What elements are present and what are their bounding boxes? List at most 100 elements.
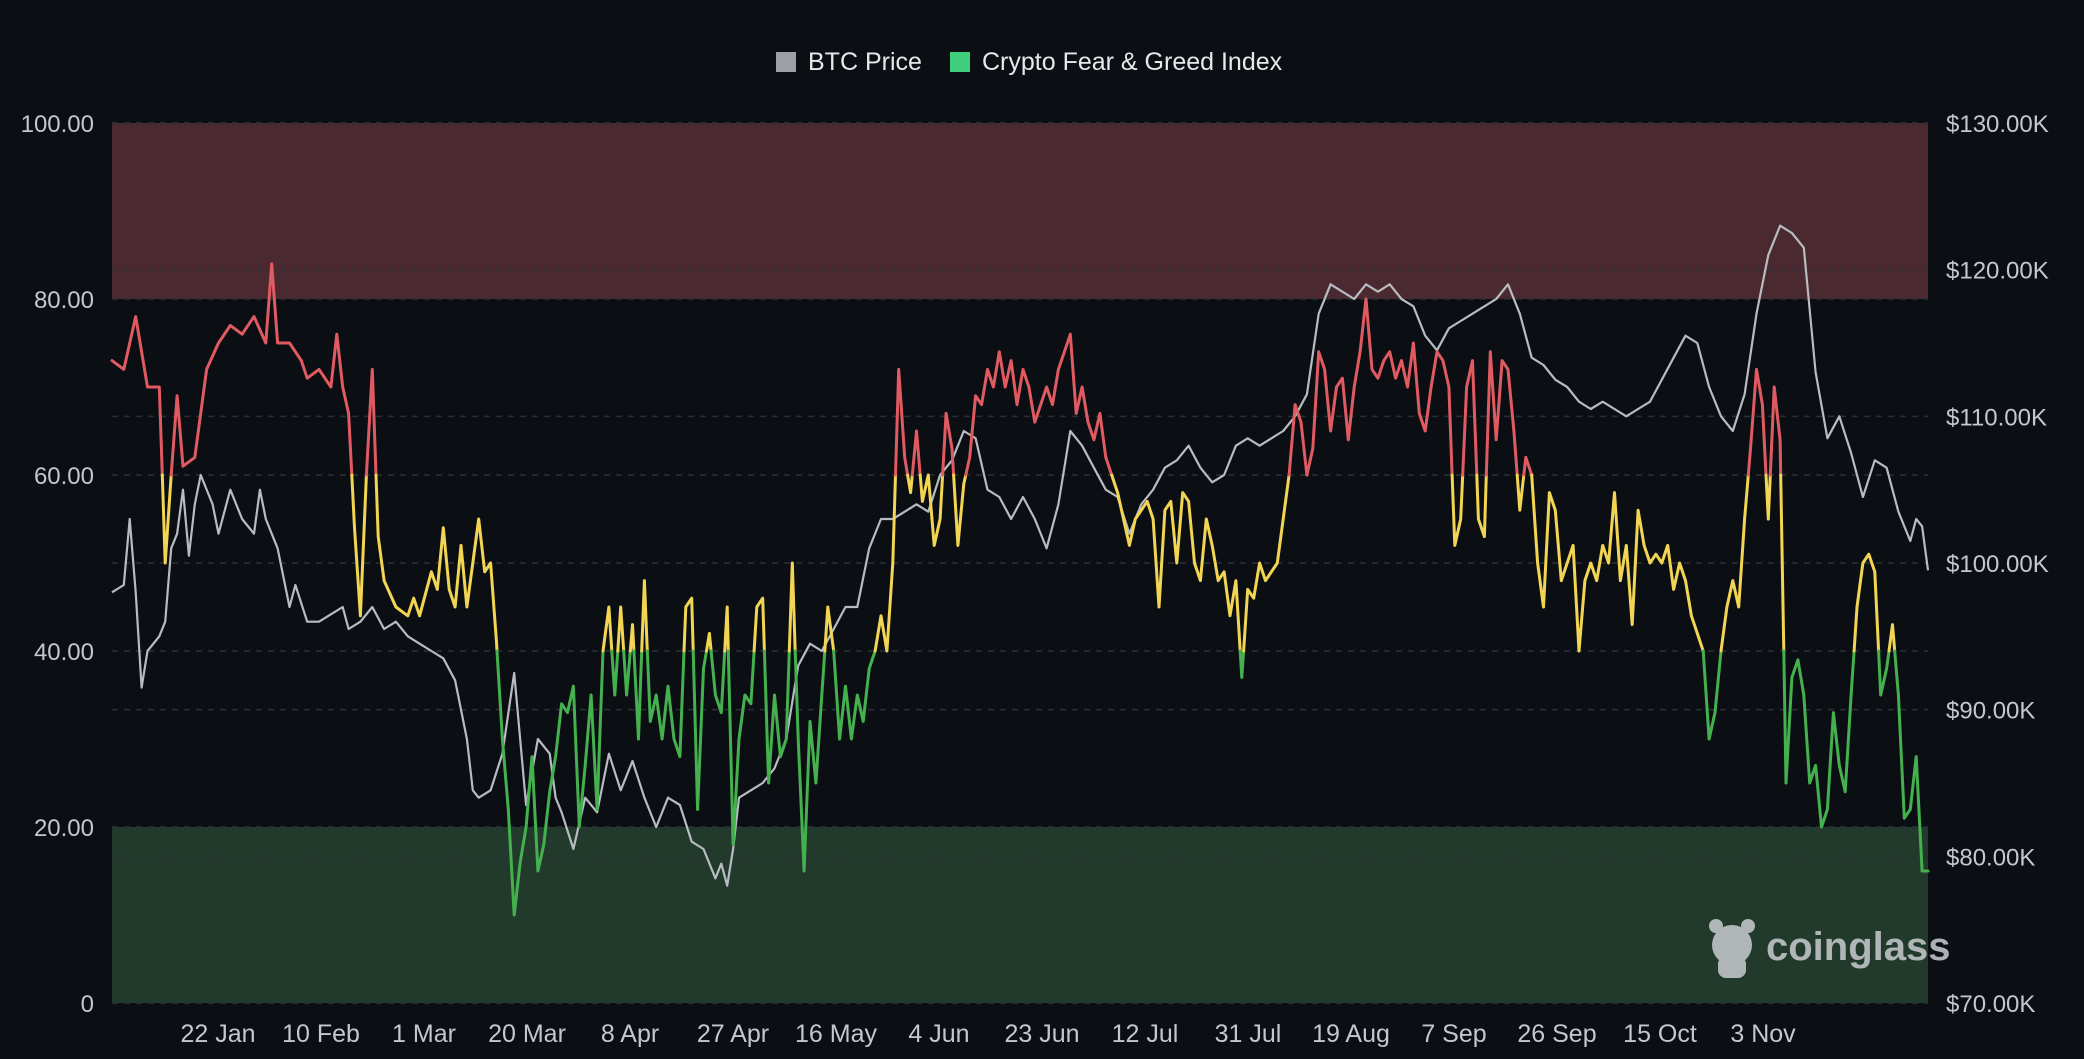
neutral-segment	[1852, 552, 1881, 653]
fear-segment	[645, 649, 686, 759]
right-axis-tick-label: $110.00K	[1946, 404, 2047, 431]
btc-price-line	[111, 224, 1930, 887]
x-axis-tick-label: 15 Oct	[1623, 1020, 1697, 1048]
greed-segment	[910, 429, 922, 477]
left-axis-tick-label: 20.00	[34, 815, 94, 842]
right-axis-tick-label: $130.00K	[1946, 111, 2049, 138]
neutral-segment	[1515, 473, 1526, 512]
neutral-segment	[1764, 473, 1772, 521]
neutral-segment	[682, 596, 695, 653]
btc-price-legend-swatch[interactable]	[776, 52, 796, 72]
greed-segment	[1305, 297, 1454, 477]
fear-segment	[1701, 649, 1723, 741]
neutral-segment	[723, 605, 730, 653]
left-y-axis: 100.00 80.00 60.00 40.00 20.00 0	[21, 111, 94, 1018]
x-axis-tick-label: 10 Feb	[282, 1020, 360, 1048]
greed-segment	[1287, 403, 1309, 477]
fear-segment	[610, 649, 620, 697]
neutral-segment	[640, 579, 649, 653]
greed-segment	[964, 332, 1114, 477]
neutral-segment	[787, 561, 797, 653]
x-axis-tick-label: 20 Mar	[488, 1020, 566, 1048]
greed-segment	[941, 411, 956, 477]
x-axis-tick-label: 19 Aug	[1312, 1020, 1390, 1048]
neutral-segment	[1779, 473, 1786, 653]
neutral-segment	[752, 596, 766, 653]
x-axis-tick-label: 4 Jun	[908, 1020, 969, 1048]
fear-segment	[709, 649, 727, 715]
x-axis-tick-label: 1 Mar	[392, 1020, 456, 1048]
x-axis-tick-label: 12 Jul	[1112, 1020, 1179, 1048]
fear-greed-legend-swatch[interactable]	[950, 52, 970, 72]
neutral-segment	[1530, 473, 1705, 653]
greed-segment	[1768, 385, 1783, 477]
neutral-segment	[906, 473, 914, 495]
fear-greed-legend-label[interactable]: Crypto Fear & Greed Index	[982, 48, 1283, 76]
x-axis-tick-label: 16 May	[795, 1020, 877, 1048]
fear-segment	[1782, 649, 1856, 829]
neutral-segment	[616, 605, 626, 653]
fear-segment	[1238, 649, 1246, 679]
neutral-segment	[952, 473, 968, 547]
neutral-segment	[873, 473, 897, 653]
legend: BTC Price Crypto Fear & Greed Index	[776, 48, 1283, 76]
greed-segment	[894, 367, 910, 477]
greed-segment	[110, 315, 164, 477]
grid-lines	[112, 122, 1928, 1004]
left-axis-tick-label: 100.00	[21, 111, 94, 138]
neutral-segment	[1450, 473, 1465, 547]
fear-segment	[762, 649, 791, 785]
greed-segment	[364, 367, 378, 477]
x-axis-tick-label: 8 Apr	[601, 1020, 659, 1048]
fear-segment	[622, 649, 632, 697]
neutral-segment	[350, 473, 368, 618]
left-axis-tick-label: 0	[81, 991, 94, 1018]
x-axis-tick-label: 22 Jan	[180, 1020, 255, 1048]
neutral-segment	[160, 473, 173, 565]
fear-segment	[832, 649, 877, 741]
right-axis-tick-label: $120.00K	[1946, 258, 2049, 285]
right-axis-tick-label: $80.00K	[1946, 844, 2035, 871]
x-axis-tick-label: 3 Nov	[1730, 1020, 1796, 1048]
right-y-axis: $130.00K $120.00K $110.00K $100.00K $90.00K $…	[1946, 111, 2049, 1018]
neutral-segment	[705, 631, 713, 653]
x-axis-tick-label: 23 Jun	[1004, 1020, 1079, 1048]
neutral-segment	[918, 473, 945, 547]
btc-price-legend-label[interactable]: BTC Price	[808, 48, 922, 76]
greed-segment	[1484, 350, 1519, 477]
right-axis-tick-label: $100.00K	[1946, 551, 2049, 578]
right-axis-tick-label: $70.00K	[1946, 991, 2035, 1018]
fear-zone	[112, 827, 1928, 1003]
greed-segment	[1461, 359, 1479, 477]
neutral-segment	[628, 623, 636, 653]
greed-zone	[112, 123, 1928, 299]
fear-segment	[726, 649, 756, 847]
neutral-segment	[1475, 473, 1488, 539]
greed-segment	[1746, 367, 1768, 477]
fear-segment	[1893, 649, 1930, 873]
x-axis-tick-label: 26 Sep	[1517, 1020, 1596, 1048]
neutral-segment	[823, 605, 836, 653]
x-axis-tick-label: 31 Jul	[1215, 1020, 1282, 1048]
fear-segment	[1877, 649, 1891, 697]
btc-price-series	[111, 224, 1930, 887]
watermark-text: coinglass	[1766, 925, 1951, 969]
neutral-segment	[1110, 473, 1242, 653]
fear-segment	[632, 649, 644, 741]
left-axis-tick-label: 80.00	[34, 287, 94, 314]
greed-segment	[1522, 455, 1534, 477]
fear-segment	[495, 649, 605, 917]
neutral-segment	[1887, 623, 1897, 653]
x-axis-tick-label: 27 Apr	[697, 1020, 769, 1048]
neutral-segment	[1242, 473, 1291, 653]
sentiment-zones	[112, 123, 1928, 1003]
neutral-segment	[601, 605, 614, 653]
fear-segment	[793, 649, 827, 873]
fear-greed-series	[110, 262, 1930, 917]
neutral-segment	[374, 473, 499, 653]
left-axis-tick-label: 40.00	[34, 639, 94, 666]
x-axis-tick-label: 7 Sep	[1421, 1020, 1486, 1048]
coinglass-mascot-icon	[1709, 919, 1755, 978]
